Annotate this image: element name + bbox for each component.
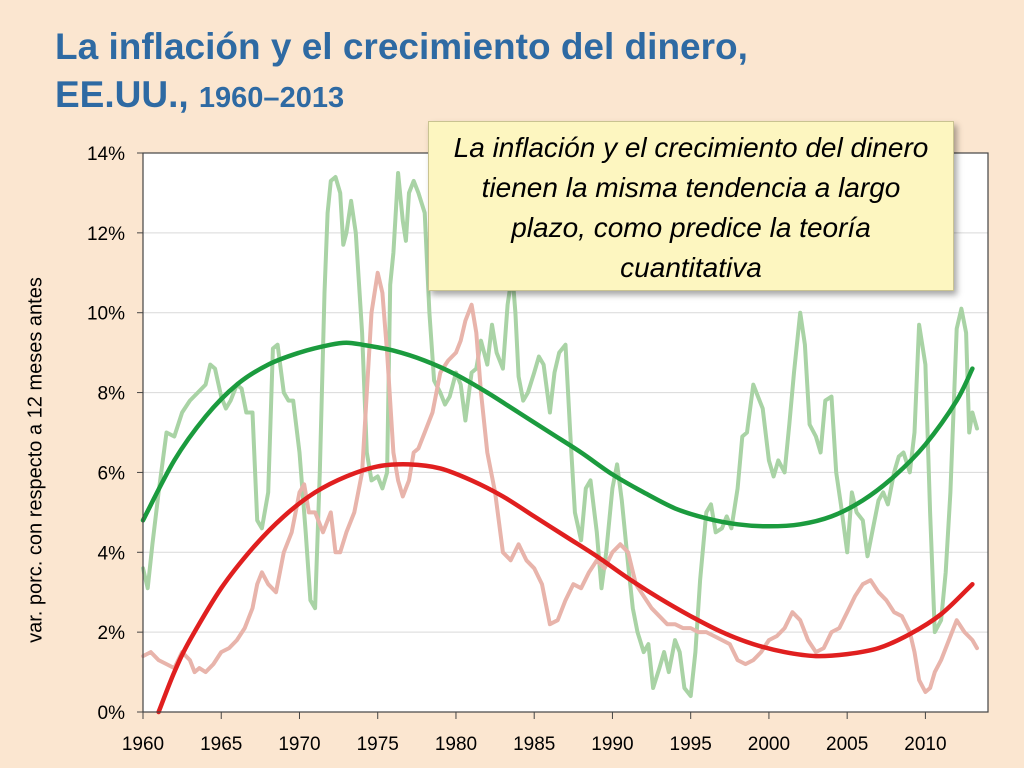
- x-axis: 1960 1965 1970 1975 1980 1985 1990 1995 2000 2005…: [122, 712, 947, 755]
- y-tick-label: 10%: [87, 304, 125, 325]
- x-tick-label: 1995: [670, 734, 712, 755]
- x-tick-label: 1960: [122, 734, 164, 755]
- callout-box: La inflación y el crecimiento del dinero…: [428, 121, 954, 291]
- x-tick-label: 1980: [435, 734, 477, 755]
- series-group: [140, 171, 979, 715]
- x-tick-label: 2005: [826, 734, 868, 755]
- y-axis-label: var. porc. con respecto a 12 meses antes: [24, 277, 47, 643]
- title-line-2: EE.UU., 1960–2013: [55, 72, 748, 121]
- x-tick-label: 1985: [513, 734, 555, 755]
- money-growth-series-line: [141, 171, 979, 698]
- inflation-series-line: [141, 270, 979, 694]
- inflation-trend-line: [156, 462, 975, 715]
- x-tick-label: 1975: [357, 734, 399, 755]
- y-tick-label: 4%: [98, 543, 126, 564]
- y-tick-label: 6%: [98, 463, 126, 484]
- title-years: 1960–2013: [198, 82, 345, 114]
- y-tick-label: 0%: [98, 703, 126, 724]
- title-line-2-prefix: EE.UU.,: [55, 74, 199, 115]
- x-tick-label: 2000: [748, 734, 790, 755]
- x-tick-label: 1965: [200, 734, 242, 755]
- y-axis: 0% 2% 4% 6% 8% 10% 12% 14%: [87, 144, 143, 724]
- x-tick-label: 2010: [904, 734, 946, 755]
- slide-title: La inflación y el crecimiento del dinero…: [55, 22, 748, 121]
- x-tick-label: 1970: [278, 734, 320, 755]
- y-tick-label: 8%: [98, 384, 126, 405]
- x-tick-label: 1990: [591, 734, 633, 755]
- y-tick-label: 12%: [87, 224, 125, 245]
- title-line-1: La inflación y el crecimiento del dinero…: [55, 26, 748, 67]
- y-tick-label: 2%: [98, 623, 126, 644]
- money-growth-trend-line: [140, 340, 975, 529]
- y-tick-label: 14%: [87, 144, 125, 165]
